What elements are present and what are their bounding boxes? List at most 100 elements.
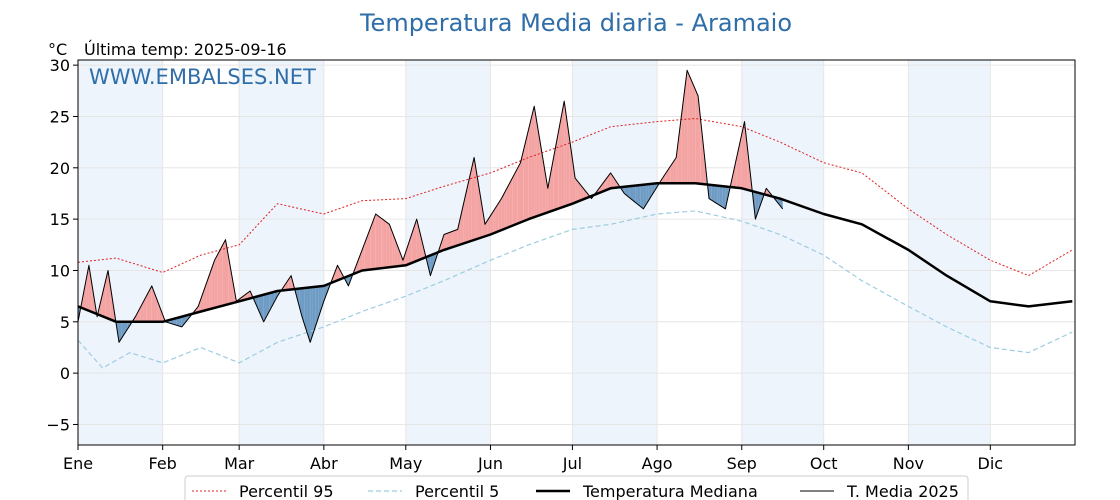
below-median-fill (651, 183, 655, 196)
above-median-fill (397, 245, 401, 267)
below-median-fill (777, 197, 780, 206)
below-median-fill (708, 184, 712, 201)
above-median-fill (506, 183, 510, 228)
y-tick-label: 0 (60, 364, 70, 383)
above-median-fill (575, 178, 578, 203)
above-median-fill (99, 293, 103, 317)
above-median-fill (662, 173, 666, 184)
below-median-fill (301, 287, 305, 326)
x-axis: Ene Feb Mar Abr May Jun Jul Ago Sep Oct Nov Dic (63, 445, 1003, 473)
above-median-fill (159, 307, 163, 322)
above-median-fill (105, 270, 109, 319)
above-median-fill (689, 76, 693, 184)
above-median-fill (528, 117, 532, 220)
y-axis: −5 0 5 10 15 20 25 30 (46, 56, 78, 434)
above-median-fill (512, 172, 516, 226)
above-median-fill (509, 178, 513, 227)
above-median-fill (394, 238, 398, 267)
above-median-fill (230, 270, 234, 304)
above-median-fill (386, 222, 390, 268)
legend-label-percentil-5: Percentil 5 (415, 482, 499, 500)
above-median-fill (457, 217, 461, 246)
above-median-fill (580, 184, 584, 201)
above-median-fill (146, 291, 150, 322)
above-median-fill (285, 279, 289, 291)
below-median-fill (646, 184, 649, 205)
below-median-fill (725, 186, 729, 209)
above-median-fill (413, 219, 417, 263)
above-median-fill (474, 157, 477, 240)
y-tick-label: 30 (50, 56, 70, 75)
above-median-fill (217, 249, 221, 308)
month-band (239, 60, 324, 445)
x-tick-label: Abr (310, 454, 338, 473)
below-median-fill (263, 293, 267, 322)
above-median-fill (561, 101, 565, 208)
series-lines (77, 69, 1073, 369)
above-median-fill (531, 106, 535, 219)
above-median-fill (362, 242, 365, 271)
above-median-fill (739, 134, 742, 189)
above-median-fill (476, 174, 480, 240)
above-median-fill (558, 115, 562, 209)
above-median-fill (364, 235, 368, 271)
below-median-fill (315, 286, 319, 326)
above-median-fill (220, 244, 223, 307)
above-median-fill (741, 121, 745, 190)
above-median-fill (373, 214, 376, 270)
below-median-fill (299, 288, 302, 317)
series-line-t-media-2025 (77, 69, 784, 343)
above-median-fill (411, 227, 414, 264)
below-median-fill (176, 317, 180, 327)
x-tick-label: Jul (562, 454, 582, 473)
above-median-fill (564, 101, 567, 207)
x-tick-label: Dic (978, 454, 1004, 473)
below-median-fill (261, 294, 264, 322)
above-median-fill (337, 265, 341, 281)
above-median-fill (463, 193, 466, 244)
above-median-fill (566, 120, 570, 206)
above-median-fill (525, 128, 529, 221)
above-median-fill (504, 188, 507, 230)
x-tick-label: Ene (63, 454, 93, 473)
below-median-fill (635, 185, 638, 205)
above-median-fill (700, 121, 704, 185)
x-tick-label: Oct (810, 454, 838, 473)
above-median-fill (211, 260, 215, 309)
above-median-fill (370, 221, 374, 270)
above-median-fill (356, 257, 360, 273)
legend-box (184, 475, 969, 500)
below-median-fill (779, 198, 783, 209)
above-median-fill (143, 296, 147, 322)
below-median-fill (184, 315, 188, 324)
above-median-fill (454, 229, 458, 247)
above-median-fill (539, 139, 543, 216)
above-median-fill (389, 224, 393, 268)
below-median-fill (711, 185, 715, 203)
above-median-fill (553, 144, 557, 211)
below-median-fill (430, 254, 434, 276)
below-median-fill (719, 185, 723, 208)
above-median-fill (668, 165, 671, 184)
above-median-fill (383, 220, 387, 268)
above-median-fill (482, 207, 485, 238)
series-line-percentil-95 (77, 118, 1073, 277)
below-median-fill (318, 286, 322, 318)
above-median-fill (520, 151, 524, 223)
above-median-fill (449, 231, 453, 249)
legend-label-temperatura-mediana: Temperatura Mediana (582, 482, 758, 500)
above-median-fill (498, 198, 502, 232)
above-median-fill (83, 279, 87, 310)
above-median-fill (607, 172, 611, 190)
below-median-fill (643, 184, 647, 209)
above-median-fill (446, 232, 450, 250)
above-median-fill (222, 239, 226, 306)
above-median-fill (556, 130, 559, 210)
series-line-percentil-5 (77, 210, 1073, 369)
above-median-fill (545, 171, 548, 214)
above-median-fill (572, 158, 576, 204)
below-median-fill (627, 186, 630, 198)
above-median-fill (687, 70, 690, 184)
above-median-fill (695, 89, 699, 184)
